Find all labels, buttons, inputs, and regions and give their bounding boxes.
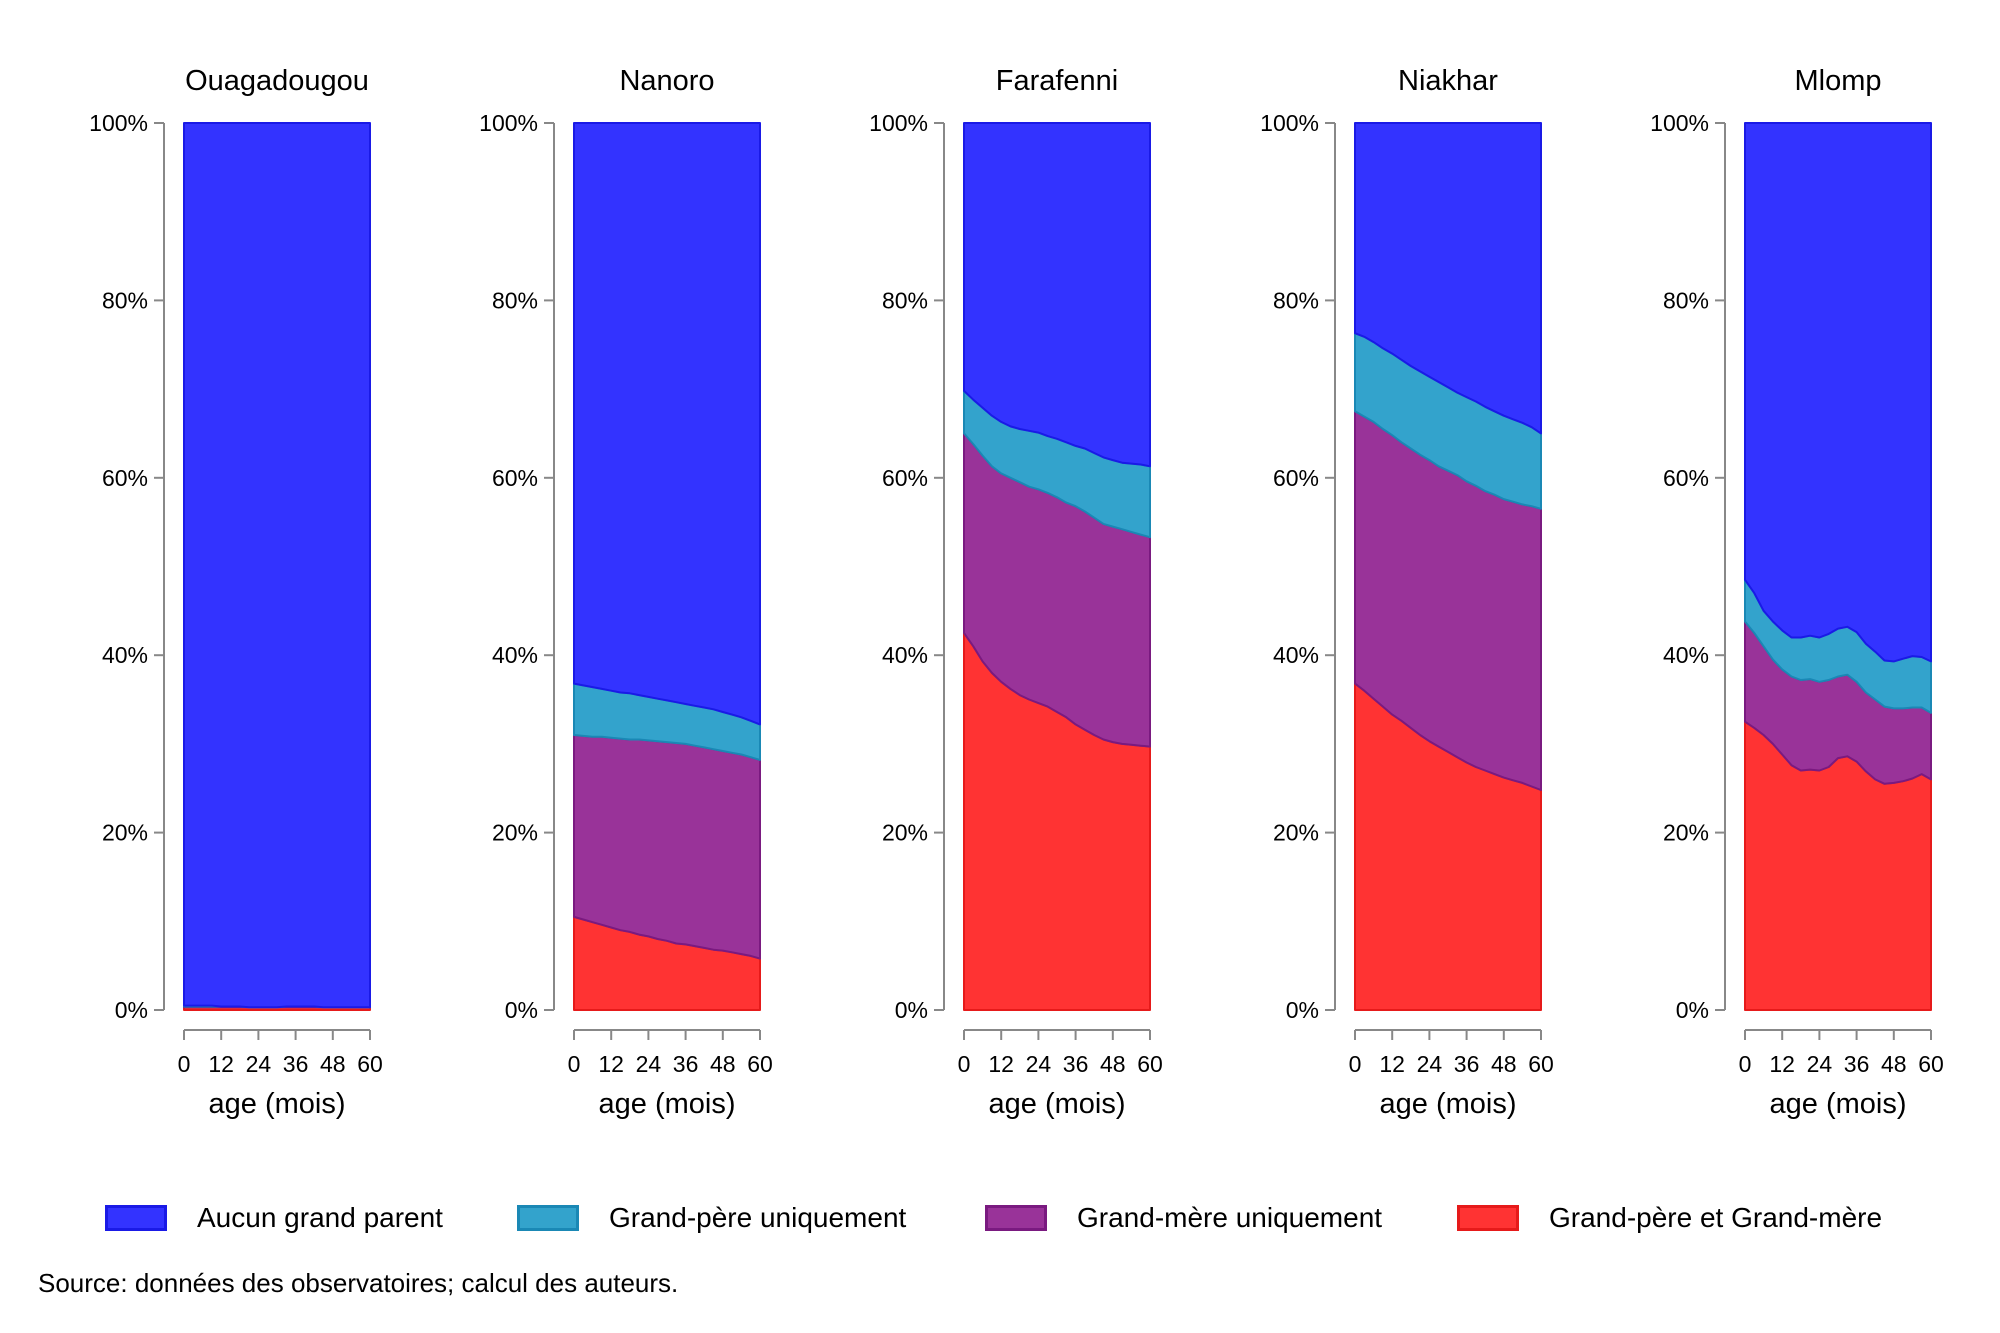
y-tick-label: 60% <box>882 465 928 491</box>
area-grand-mere-uniquement <box>573 734 761 960</box>
x-tick-label: 60 <box>1918 1051 1944 1077</box>
panel-title-farafenni: Farafenni <box>996 65 1119 97</box>
y-tick-label: 100% <box>1260 110 1319 136</box>
legend-swatch <box>1457 1205 1519 1231</box>
x-tick-label: 48 <box>1100 1051 1126 1077</box>
x-tick-label: 24 <box>1026 1051 1052 1077</box>
x-tick-label: 60 <box>1137 1051 1163 1077</box>
panel-title-ouagadougou: Ouagadougou <box>185 65 369 97</box>
x-tick-label: 36 <box>673 1051 699 1077</box>
legend-item-grand-pere-et-grand-mere: Grand-père et Grand-mère <box>1457 1198 1882 1238</box>
y-tick-label: 40% <box>492 642 538 668</box>
area-aucun-grand-parent <box>183 122 371 1009</box>
x-tick-label: 36 <box>1063 1051 1089 1077</box>
y-tick-label: 20% <box>882 820 928 846</box>
y-tick-label: 20% <box>1663 820 1709 846</box>
x-tick-label: 36 <box>1454 1051 1480 1077</box>
x-axis-label: age (mois) <box>599 1088 736 1120</box>
y-tick-label: 80% <box>882 287 928 313</box>
y-tick-label: 60% <box>102 465 148 491</box>
y-tick-label: 80% <box>1663 287 1709 313</box>
x-tick-label: 24 <box>636 1051 662 1077</box>
area-aucun-grand-parent <box>1744 122 1932 663</box>
y-tick-label: 60% <box>1663 465 1709 491</box>
y-tick-label: 40% <box>1273 642 1319 668</box>
source-note: Source: données des observatoires; calcu… <box>38 1268 679 1298</box>
y-tick-label: 0% <box>895 997 928 1023</box>
y-tick-label: 80% <box>1273 287 1319 313</box>
area-aucun-grand-parent <box>963 122 1151 468</box>
x-tick-label: 36 <box>283 1051 309 1077</box>
x-tick-label: 12 <box>598 1051 624 1077</box>
x-tick-label: 24 <box>246 1051 272 1077</box>
legend-item-aucun-grand-parent: Aucun grand parent <box>105 1198 443 1238</box>
y-tick-label: 0% <box>1676 997 1709 1023</box>
legend-label: Aucun grand parent <box>197 1202 443 1233</box>
x-tick-label: 60 <box>357 1051 383 1077</box>
x-tick-label: 48 <box>710 1051 736 1077</box>
x-tick-label: 60 <box>1528 1051 1554 1077</box>
legend-label: Grand-père uniquement <box>609 1202 907 1233</box>
panel-title-nanoro: Nanoro <box>619 65 714 97</box>
area-aucun-grand-parent <box>573 122 761 726</box>
y-tick-label: 60% <box>492 465 538 491</box>
x-tick-label: 0 <box>178 1051 191 1077</box>
x-tick-label: 24 <box>1417 1051 1443 1077</box>
y-tick-label: 40% <box>1663 642 1709 668</box>
x-tick-label: 12 <box>1379 1051 1405 1077</box>
x-tick-label: 48 <box>1881 1051 1907 1077</box>
y-tick-label: 80% <box>492 287 538 313</box>
x-tick-label: 12 <box>988 1051 1014 1077</box>
panel-title-niakhar: Niakhar <box>1398 65 1498 97</box>
x-axis-label: age (mois) <box>1380 1088 1517 1120</box>
y-tick-label: 100% <box>1650 110 1709 136</box>
y-tick-label: 80% <box>102 287 148 313</box>
x-tick-label: 48 <box>1491 1051 1517 1077</box>
x-tick-label: 0 <box>568 1051 581 1077</box>
legend-label: Grand-père et Grand-mère <box>1549 1202 1883 1233</box>
y-tick-label: 60% <box>1273 465 1319 491</box>
legend-swatch <box>517 1205 579 1231</box>
legend-item-grand-mere-uniquement: Grand-mère uniquement <box>985 1198 1382 1238</box>
x-axis-label: age (mois) <box>989 1088 1126 1120</box>
x-tick-label: 60 <box>747 1051 773 1077</box>
x-tick-label: 12 <box>1769 1051 1795 1077</box>
y-tick-label: 40% <box>882 642 928 668</box>
x-tick-label: 0 <box>958 1051 971 1077</box>
panel-title-mlomp: Mlomp <box>1794 65 1881 97</box>
y-tick-label: 20% <box>102 820 148 846</box>
x-axis-label: age (mois) <box>209 1088 346 1120</box>
y-tick-label: 20% <box>492 820 538 846</box>
legend: Aucun grand parent Grand-père uniquement… <box>105 1198 1925 1238</box>
area-aucun-grand-parent <box>1354 122 1542 435</box>
y-tick-label: 40% <box>102 642 148 668</box>
x-axis-label: age (mois) <box>1770 1088 1907 1120</box>
y-tick-label: 0% <box>505 997 538 1023</box>
x-tick-label: 12 <box>208 1051 234 1077</box>
x-tick-label: 24 <box>1807 1051 1833 1077</box>
y-tick-label: 100% <box>89 110 148 136</box>
y-tick-label: 0% <box>115 997 148 1023</box>
x-tick-label: 36 <box>1844 1051 1870 1077</box>
legend-swatch <box>985 1205 1047 1231</box>
x-tick-label: 48 <box>320 1051 346 1077</box>
x-tick-label: 0 <box>1739 1051 1752 1077</box>
legend-label: Grand-mère uniquement <box>1077 1202 1383 1233</box>
y-tick-label: 20% <box>1273 820 1319 846</box>
legend-item-grand-pere-uniquement: Grand-père uniquement <box>517 1198 906 1238</box>
y-tick-label: 0% <box>1286 997 1319 1023</box>
y-tick-label: 100% <box>479 110 538 136</box>
x-tick-label: 0 <box>1349 1051 1362 1077</box>
legend-swatch <box>105 1205 167 1231</box>
y-tick-label: 100% <box>869 110 928 136</box>
chart-figure: Ouagadougou 0% 20% 40% 60% 80% 100% 0 12 24 36 48 60… <box>89 65 1944 1120</box>
